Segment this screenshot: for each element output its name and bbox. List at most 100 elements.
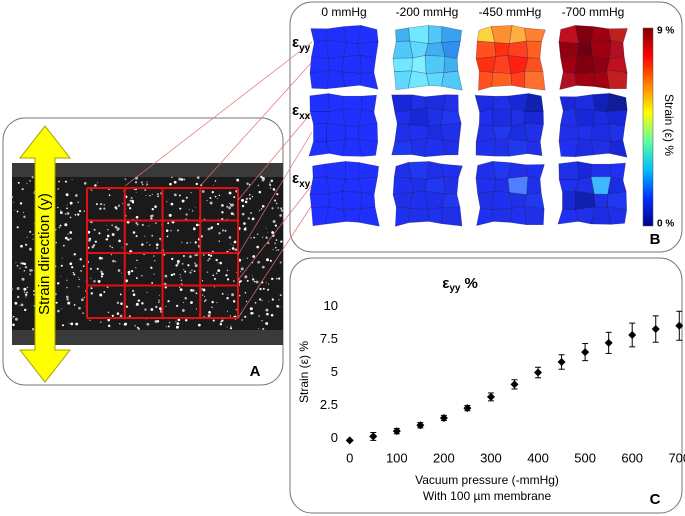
speckle — [196, 176, 200, 179]
speckle — [243, 222, 246, 225]
mesh-cell — [511, 108, 525, 127]
speckle — [274, 224, 277, 227]
speckle — [12, 323, 15, 327]
row-symbol: ε — [292, 170, 299, 187]
panel-label: B — [650, 231, 661, 248]
speckle — [190, 289, 193, 292]
speckle — [125, 243, 128, 246]
mesh-cell — [443, 176, 459, 195]
speckle — [66, 286, 68, 289]
speckle — [170, 273, 174, 277]
speckle — [177, 318, 181, 322]
panel-c-frame — [289, 257, 683, 514]
speckle — [242, 258, 244, 260]
mesh-cell — [326, 123, 346, 142]
speckle — [255, 280, 259, 284]
mesh-cell — [427, 206, 443, 225]
speckle — [26, 236, 28, 238]
speckle — [16, 226, 19, 229]
mesh-cell — [524, 123, 544, 142]
speckle — [246, 279, 249, 282]
speckle — [248, 184, 251, 186]
speckle — [266, 312, 269, 316]
speckle — [276, 305, 278, 307]
speckle — [94, 184, 97, 187]
mesh-cell — [443, 56, 459, 74]
speckle — [183, 269, 185, 271]
speckle — [176, 229, 180, 232]
speckle — [192, 227, 196, 231]
speckle — [78, 210, 82, 213]
mesh-cell — [524, 111, 544, 125]
speckle — [274, 190, 276, 192]
speckle — [19, 267, 21, 269]
speckle — [232, 300, 236, 303]
mesh-cell — [410, 137, 428, 158]
speckle — [132, 231, 136, 234]
speckle — [233, 196, 236, 199]
mesh-cell — [606, 69, 628, 90]
mesh-cell — [426, 124, 444, 141]
speckle — [33, 305, 35, 307]
speckle — [217, 269, 221, 272]
speckle — [120, 302, 123, 305]
speckle — [93, 280, 96, 283]
speckle — [31, 176, 34, 179]
mesh-cell — [325, 39, 347, 60]
speckle — [119, 293, 122, 296]
mesh-cell — [491, 72, 513, 87]
mesh-cell — [524, 27, 546, 42]
speckle — [116, 312, 120, 315]
speckle — [87, 246, 90, 249]
speckle — [144, 308, 147, 311]
x-axis-label: Vacuum pressure (-mmHg) — [415, 473, 559, 487]
speckle — [134, 324, 136, 327]
speckle — [135, 235, 138, 238]
speckle — [257, 184, 260, 187]
speckle — [194, 262, 196, 265]
speckle — [100, 321, 102, 323]
mesh-cell — [608, 122, 626, 143]
speckle — [229, 315, 232, 317]
colorbar-label: Strain (ε) % — [662, 94, 676, 156]
point — [534, 368, 543, 377]
speckle — [73, 304, 76, 306]
row-subscript: yy — [299, 43, 311, 54]
speckle — [116, 227, 120, 231]
speckle — [124, 322, 128, 326]
row-label: εyy — [292, 34, 311, 54]
speckle — [279, 306, 281, 308]
column-header: -450 mmHg — [479, 5, 542, 19]
speckle — [19, 305, 21, 307]
speckle — [250, 212, 252, 214]
speckle — [146, 181, 148, 183]
speckle — [163, 283, 165, 285]
speckle — [241, 212, 245, 216]
speckle — [234, 248, 238, 252]
speckle — [69, 231, 73, 234]
speckle — [100, 203, 103, 205]
x-tick-label: 600 — [621, 450, 643, 465]
speckle — [129, 207, 131, 210]
speckle — [69, 262, 73, 266]
speckle — [229, 202, 231, 204]
speckle — [166, 235, 169, 238]
speckle — [268, 183, 272, 187]
point — [628, 330, 637, 339]
speckle — [24, 308, 27, 312]
speckle — [210, 314, 212, 316]
speckle — [11, 317, 13, 319]
speckle — [240, 267, 244, 271]
speckle — [78, 278, 80, 281]
mesh-cell — [424, 176, 446, 195]
speckle — [132, 293, 136, 297]
speckle — [271, 207, 274, 210]
speckle — [114, 260, 117, 263]
speckle — [202, 280, 204, 282]
speckle — [171, 257, 174, 261]
speckle — [111, 233, 115, 236]
speckle — [144, 189, 147, 191]
speckle — [246, 257, 248, 259]
speckle — [137, 299, 141, 302]
title-symbol: ε — [442, 275, 449, 292]
